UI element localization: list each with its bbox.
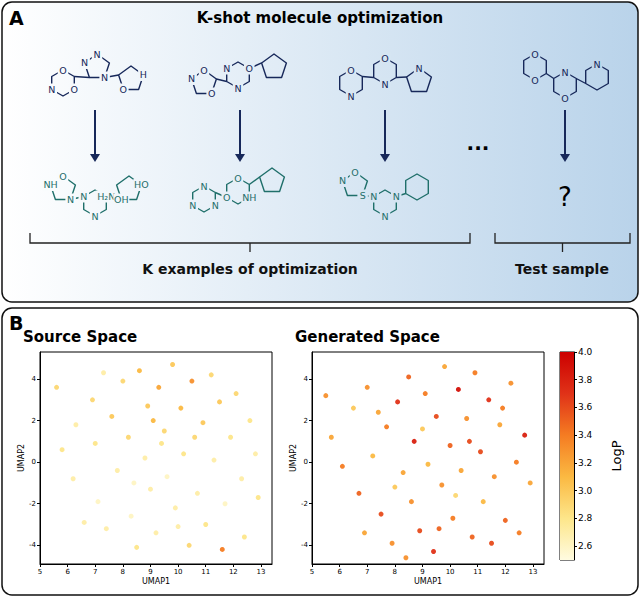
svg-text:K-shot molecule optimization: K-shot molecule optimization (197, 9, 443, 27)
svg-text:0: 0 (304, 458, 308, 466)
svg-text:N: N (188, 73, 195, 84)
svg-text:-2: -2 (29, 500, 36, 508)
svg-text:N: N (561, 67, 568, 78)
svg-text:O: O (200, 65, 207, 76)
svg-text:N: N (223, 63, 230, 74)
svg-text:O: O (561, 93, 568, 104)
svg-text:HO: HO (134, 179, 149, 190)
svg-text:9: 9 (420, 568, 424, 576)
svg-text:12: 12 (501, 568, 510, 576)
svg-text:Source Space: Source Space (23, 328, 137, 346)
svg-text:N: N (234, 83, 241, 94)
svg-text:O: O (531, 75, 538, 86)
svg-text:11: 11 (473, 568, 482, 576)
svg-text:7: 7 (365, 568, 369, 576)
svg-text:N: N (393, 191, 400, 202)
svg-text:5: 5 (310, 568, 314, 576)
svg-text:N: N (48, 84, 55, 95)
svg-text:O: O (223, 192, 230, 203)
svg-text:N: N (381, 79, 388, 90)
svg-text:Generated Space: Generated Space (295, 328, 440, 346)
svg-text:N: N (339, 175, 346, 186)
svg-text:N: N (381, 211, 388, 222)
svg-text:N: N (189, 200, 196, 211)
svg-text:13: 13 (256, 568, 265, 576)
svg-text:2.6: 2.6 (578, 541, 593, 551)
svg-text:8: 8 (121, 568, 125, 576)
svg-text:O: O (234, 173, 241, 184)
svg-text:Test sample: Test sample (515, 261, 609, 277)
svg-text:-4: -4 (301, 541, 309, 549)
svg-text:4: 4 (32, 375, 37, 383)
svg-text:O: O (531, 49, 538, 60)
svg-text:3.8: 3.8 (578, 375, 593, 385)
svg-text:6: 6 (65, 568, 70, 576)
svg-text:7: 7 (93, 568, 97, 576)
svg-text:N: N (415, 63, 422, 74)
svg-text:12: 12 (229, 568, 238, 576)
svg-text:N: N (200, 181, 207, 192)
svg-text:N: N (212, 200, 219, 211)
svg-text:N: N (101, 72, 108, 83)
svg-text:O: O (347, 65, 354, 76)
svg-text:O: O (208, 88, 215, 99)
svg-text:LogP: LogP (609, 440, 624, 471)
svg-text:0: 0 (32, 458, 36, 466)
svg-text:S: S (360, 190, 366, 201)
svg-text:9: 9 (148, 568, 152, 576)
svg-text:4: 4 (304, 375, 309, 383)
svg-text:UMAP1: UMAP1 (142, 577, 170, 586)
svg-text:2: 2 (32, 417, 36, 425)
svg-text:O: O (351, 167, 358, 178)
svg-text:B: B (9, 312, 23, 334)
svg-text:4.0: 4.0 (578, 347, 593, 357)
svg-text:10: 10 (446, 568, 455, 576)
svg-text:NH: NH (242, 192, 256, 203)
svg-text:N: N (347, 91, 354, 102)
svg-text:5: 5 (38, 568, 42, 576)
svg-text:2.8: 2.8 (578, 513, 593, 523)
svg-text:UMAP2: UMAP2 (289, 444, 298, 472)
svg-text:N: N (81, 57, 88, 68)
svg-text:NH: NH (44, 179, 58, 190)
svg-text:OH: OH (114, 194, 129, 205)
svg-text:10: 10 (174, 568, 183, 576)
svg-text:O: O (120, 84, 127, 95)
svg-text:8: 8 (393, 568, 397, 576)
svg-text:O: O (59, 171, 66, 182)
svg-text:O: O (381, 53, 388, 64)
svg-text:N: N (370, 191, 377, 202)
svg-text:3.4: 3.4 (578, 430, 593, 440)
svg-text:N: N (93, 49, 100, 60)
svg-text:2: 2 (304, 417, 308, 425)
svg-text:O: O (59, 65, 66, 76)
svg-text:N: N (593, 59, 600, 70)
svg-text:O: O (71, 84, 78, 95)
svg-text:3.0: 3.0 (578, 486, 593, 496)
svg-text:O: O (246, 63, 253, 74)
svg-text:K examples of optimization: K examples of optimization (142, 261, 358, 277)
svg-text:UMAP1: UMAP1 (414, 577, 442, 586)
svg-text:-2: -2 (301, 500, 308, 508)
svg-text:H: H (140, 69, 147, 80)
svg-text:3.2: 3.2 (578, 458, 592, 468)
svg-text:A: A (9, 7, 24, 29)
svg-text:3.6: 3.6 (578, 402, 593, 412)
svg-text:UMAP2: UMAP2 (17, 444, 26, 472)
svg-text:...: ... (467, 131, 490, 155)
svg-text:-4: -4 (29, 541, 37, 549)
svg-text:?: ? (558, 182, 572, 212)
svg-text:6: 6 (337, 568, 342, 576)
svg-text:N: N (91, 211, 98, 222)
svg-text:13: 13 (528, 568, 537, 576)
svg-text:N: N (80, 191, 87, 202)
svg-text:H₂N: H₂N (97, 191, 115, 202)
svg-text:11: 11 (201, 568, 210, 576)
svg-text:N: N (67, 194, 74, 205)
